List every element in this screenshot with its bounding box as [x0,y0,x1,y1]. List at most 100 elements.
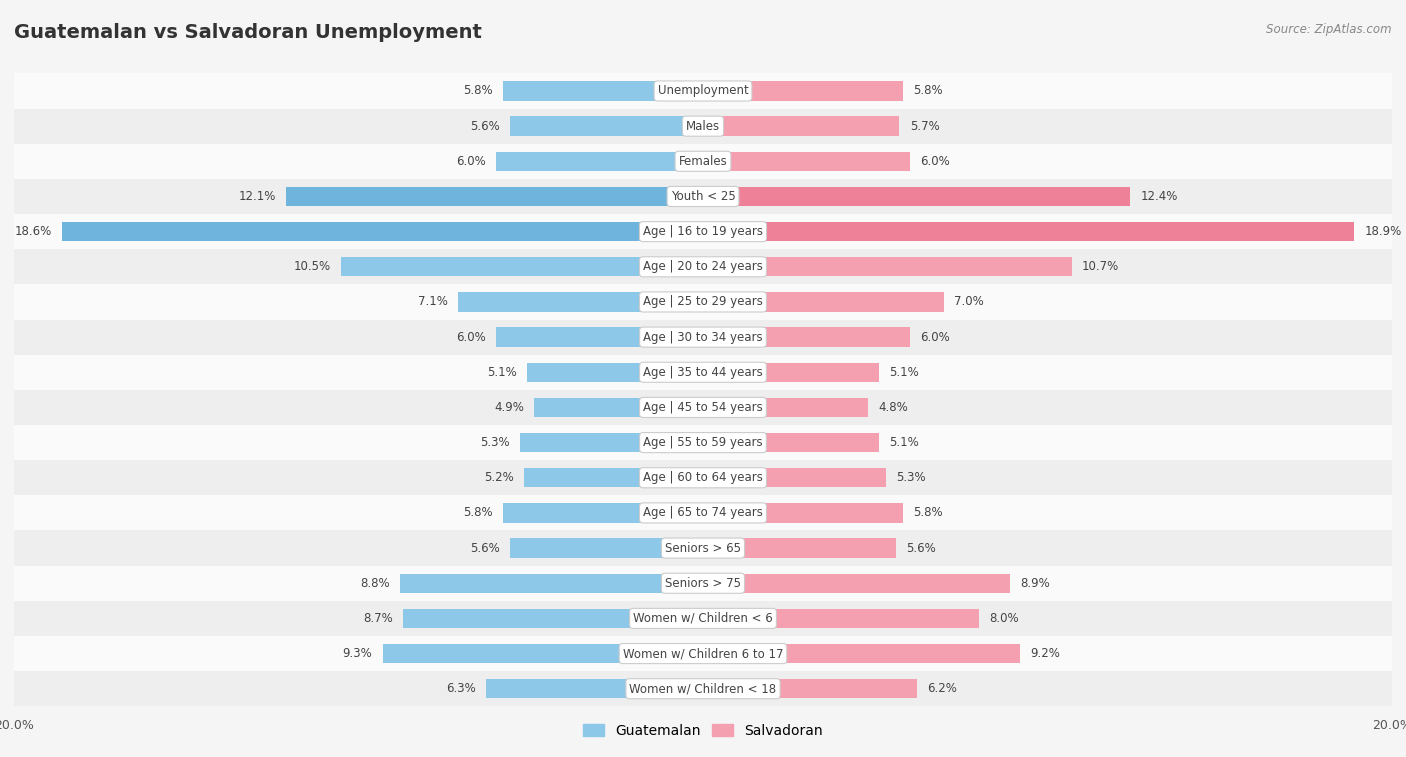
Text: 5.8%: 5.8% [912,85,943,98]
Bar [404,609,703,628]
Text: 6.0%: 6.0% [456,331,486,344]
Bar [703,468,886,488]
Text: 6.2%: 6.2% [927,682,956,695]
Legend: Guatemalan, Salvadoran: Guatemalan, Salvadoran [578,718,828,743]
Bar [14,565,1392,601]
Text: Age | 55 to 59 years: Age | 55 to 59 years [643,436,763,449]
Text: Age | 60 to 64 years: Age | 60 to 64 years [643,472,763,484]
Text: 6.0%: 6.0% [456,155,486,168]
Bar [14,249,1392,285]
Bar [703,222,1354,241]
Bar [703,363,879,382]
Text: Age | 20 to 24 years: Age | 20 to 24 years [643,260,763,273]
Bar [534,397,703,417]
Text: 5.8%: 5.8% [463,506,494,519]
Text: 8.9%: 8.9% [1019,577,1050,590]
Text: 8.0%: 8.0% [988,612,1018,625]
Text: Age | 30 to 34 years: Age | 30 to 34 years [643,331,763,344]
Text: 10.5%: 10.5% [294,260,330,273]
Text: Youth < 25: Youth < 25 [671,190,735,203]
Text: Age | 35 to 44 years: Age | 35 to 44 years [643,366,763,378]
Bar [496,151,703,171]
Text: Age | 16 to 19 years: Age | 16 to 19 years [643,225,763,238]
Bar [703,151,910,171]
Text: Women w/ Children 6 to 17: Women w/ Children 6 to 17 [623,647,783,660]
Text: 18.9%: 18.9% [1364,225,1402,238]
Bar [14,425,1392,460]
Bar [14,671,1392,706]
Text: Seniors > 75: Seniors > 75 [665,577,741,590]
Text: 5.2%: 5.2% [484,472,513,484]
Bar [14,601,1392,636]
Bar [14,636,1392,671]
Bar [14,108,1392,144]
Text: 4.8%: 4.8% [879,401,908,414]
Text: Females: Females [679,155,727,168]
Text: 6.0%: 6.0% [920,331,950,344]
Text: 9.2%: 9.2% [1031,647,1060,660]
Text: 5.3%: 5.3% [896,472,925,484]
Bar [14,390,1392,425]
Text: 7.0%: 7.0% [955,295,984,308]
Bar [14,355,1392,390]
Bar [14,73,1392,108]
Bar [510,538,703,558]
Bar [703,328,910,347]
Text: Women w/ Children < 18: Women w/ Children < 18 [630,682,776,695]
Text: 5.8%: 5.8% [912,506,943,519]
Text: Source: ZipAtlas.com: Source: ZipAtlas.com [1267,23,1392,36]
Bar [703,81,903,101]
Bar [14,460,1392,495]
Bar [14,144,1392,179]
Text: Age | 65 to 74 years: Age | 65 to 74 years [643,506,763,519]
Bar [14,179,1392,214]
Text: Age | 45 to 54 years: Age | 45 to 54 years [643,401,763,414]
Text: Guatemalan vs Salvadoran Unemployment: Guatemalan vs Salvadoran Unemployment [14,23,482,42]
Text: 12.1%: 12.1% [239,190,276,203]
Text: 12.4%: 12.4% [1140,190,1178,203]
Text: 4.9%: 4.9% [494,401,524,414]
Bar [503,81,703,101]
Bar [510,117,703,136]
Bar [520,433,703,452]
Text: 8.7%: 8.7% [363,612,392,625]
Bar [703,609,979,628]
Text: 8.8%: 8.8% [360,577,389,590]
Bar [703,574,1010,593]
Bar [486,679,703,699]
Bar [382,644,703,663]
Bar [524,468,703,488]
Bar [703,292,945,312]
Text: 7.1%: 7.1% [418,295,449,308]
Bar [14,531,1392,565]
Bar [62,222,703,241]
Bar [703,644,1019,663]
Text: 5.1%: 5.1% [889,366,918,378]
Text: Women w/ Children < 6: Women w/ Children < 6 [633,612,773,625]
Text: 5.6%: 5.6% [907,541,936,555]
Text: 6.0%: 6.0% [920,155,950,168]
Bar [703,503,903,522]
Text: Males: Males [686,120,720,132]
Bar [14,319,1392,355]
Text: 5.3%: 5.3% [481,436,510,449]
Text: 9.3%: 9.3% [343,647,373,660]
Text: Seniors > 65: Seniors > 65 [665,541,741,555]
Bar [496,328,703,347]
Bar [14,285,1392,319]
Bar [287,187,703,206]
Text: 5.6%: 5.6% [470,541,499,555]
Bar [703,117,900,136]
Text: 6.3%: 6.3% [446,682,475,695]
Text: Unemployment: Unemployment [658,85,748,98]
Text: 5.7%: 5.7% [910,120,939,132]
Bar [703,257,1071,276]
Text: Age | 25 to 29 years: Age | 25 to 29 years [643,295,763,308]
Bar [527,363,703,382]
Text: 10.7%: 10.7% [1083,260,1119,273]
Text: 18.6%: 18.6% [14,225,52,238]
Text: 5.1%: 5.1% [889,436,918,449]
Bar [703,538,896,558]
Text: 5.6%: 5.6% [470,120,499,132]
Bar [703,187,1130,206]
